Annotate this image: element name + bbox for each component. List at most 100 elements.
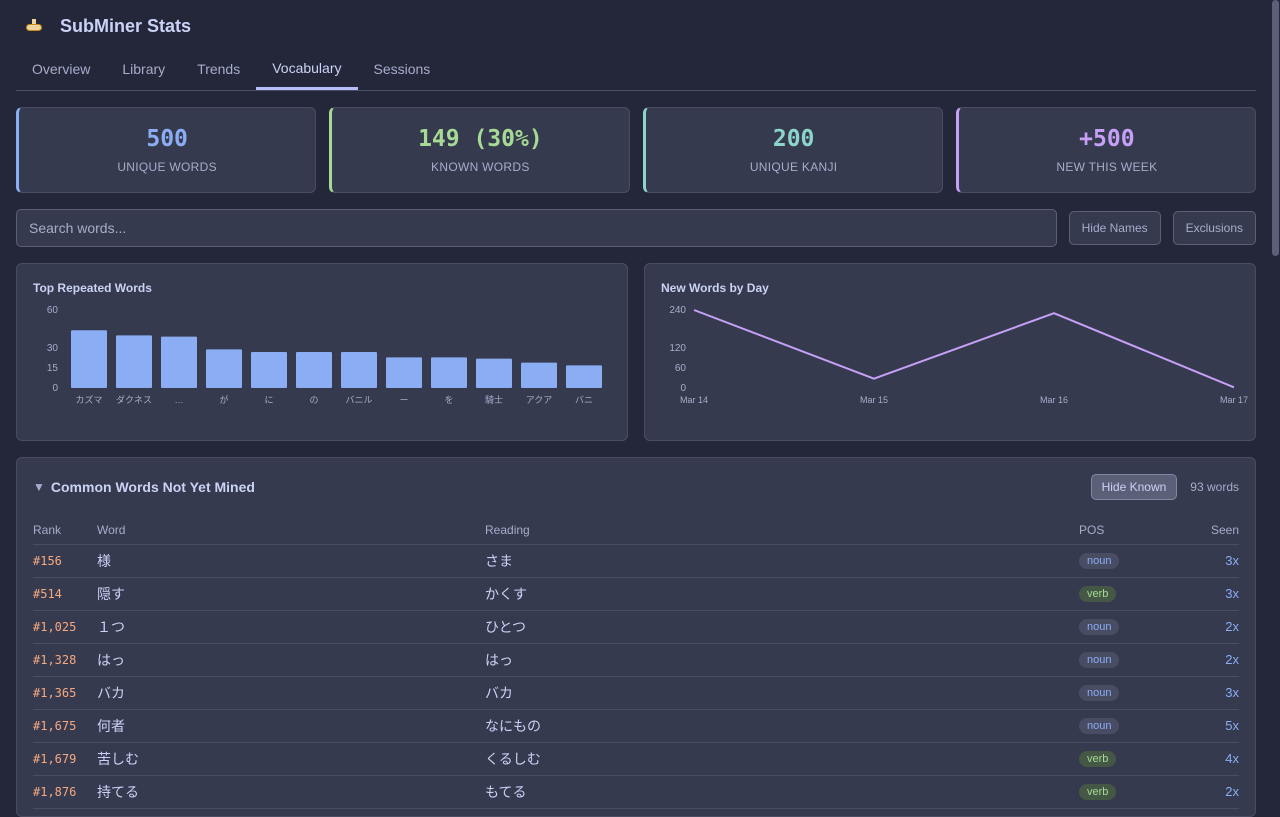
pos-badge: noun bbox=[1079, 619, 1120, 635]
pos-badge: verb bbox=[1079, 784, 1117, 800]
new-words-by-day-chart: New Words by Day 0 60 120 240 Mar 14 Mar 15 Ma… bbox=[644, 263, 1256, 441]
x-tick-label: ダクネス bbox=[116, 394, 152, 405]
table-row[interactable]: #1,675 何者 なにもの noun 5x bbox=[33, 709, 1239, 743]
pos-cell: verb bbox=[1079, 775, 1179, 809]
table-row[interactable]: #1,328 はっ はっ noun 2x bbox=[33, 643, 1239, 677]
y-tick-label: 120 bbox=[669, 343, 686, 354]
reading-cell: もてる bbox=[485, 775, 1079, 809]
pos-badge: verb bbox=[1079, 751, 1117, 767]
tab-library[interactable]: Library bbox=[122, 61, 166, 77]
y-tick-label: 60 bbox=[675, 363, 687, 374]
stat-value: +500 bbox=[1079, 126, 1135, 152]
tab-sessions[interactable]: Sessions bbox=[373, 61, 431, 77]
word-cell: バカ bbox=[97, 676, 485, 710]
x-tick-label: Mar 16 bbox=[1040, 395, 1068, 405]
scrollbar-thumb[interactable] bbox=[1272, 0, 1279, 256]
stat-label: UNIQUE WORDS bbox=[117, 160, 217, 174]
column-header: Rank bbox=[33, 516, 97, 545]
top-repeated-words-chart: Top Repeated Words 0 15 30 60 カズマ ダクネス … が に の バニル… bbox=[16, 263, 628, 441]
word-cell: 苦しむ bbox=[97, 742, 485, 776]
panel-title[interactable]: Common Words Not Yet Mined bbox=[50, 479, 255, 495]
scrollbar[interactable] bbox=[1270, 0, 1280, 800]
word-cell: 様 bbox=[97, 544, 485, 578]
column-header: Reading bbox=[485, 516, 1079, 545]
table-row[interactable]: #156 様さま noun 3x bbox=[33, 544, 1239, 578]
table-row[interactable]: #1,679 苦しむ くるしむ verb 4x bbox=[33, 742, 1239, 776]
bar bbox=[386, 357, 422, 388]
stat-cards: 500 UNIQUE WORDS 149 (30%) KNOWN WORDS 200 UN… bbox=[16, 107, 1256, 193]
chart-title: Top Repeated Words bbox=[33, 281, 152, 295]
app-header: SubMiner Stats bbox=[16, 0, 1256, 52]
word-cell: 持てる bbox=[97, 775, 485, 809]
table-row[interactable]: #1,365 バカ バカ noun 3x bbox=[33, 676, 1239, 710]
search-input[interactable] bbox=[16, 209, 1057, 247]
x-tick-label: Mar 14 bbox=[680, 395, 708, 405]
table-row[interactable]: #1,025 １つ ひとつ noun 2x bbox=[33, 610, 1239, 644]
y-tick-label: 60 bbox=[47, 305, 59, 316]
stat-value: 500 bbox=[146, 126, 188, 152]
bar bbox=[341, 352, 377, 388]
column-header: Seen bbox=[1179, 516, 1239, 545]
reading-cell: ひとつ bbox=[485, 610, 1079, 644]
pos-cell: noun bbox=[1079, 709, 1179, 743]
seen-cell: 2x bbox=[1179, 643, 1239, 677]
words-table: Rank Word Reading POS Seen #156 様さま noun 3x #514… bbox=[33, 516, 1239, 809]
collapse-triangle-icon[interactable]: ▼ bbox=[33, 480, 45, 494]
pos-badge: noun bbox=[1079, 718, 1120, 734]
y-tick-label: 15 bbox=[47, 363, 59, 374]
tab-vocabulary[interactable]: Vocabulary bbox=[256, 52, 358, 90]
bar bbox=[116, 335, 152, 388]
bar bbox=[161, 336, 197, 388]
rank-cell: #1,025 bbox=[33, 610, 97, 644]
chart-title: New Words by Day bbox=[661, 281, 769, 295]
x-tick-label: に bbox=[264, 395, 273, 405]
nav-tabs: Overview Library Trends Vocabulary Sessions bbox=[16, 52, 1256, 91]
y-tick-label: 0 bbox=[52, 383, 58, 394]
bar bbox=[566, 365, 602, 388]
word-cell: １つ bbox=[97, 610, 485, 644]
table-row[interactable]: #1,876 持てる もてる verb 2x bbox=[33, 775, 1239, 809]
seen-cell: 3x bbox=[1179, 676, 1239, 710]
stat-card: 500 UNIQUE WORDS bbox=[16, 107, 317, 193]
table-row[interactable]: #514 隠す かくす verb 3x bbox=[33, 577, 1239, 611]
hide-names-button[interactable]: Hide Names bbox=[1068, 211, 1161, 245]
stat-label: KNOWN WORDS bbox=[431, 160, 530, 174]
x-tick-label: … bbox=[175, 395, 184, 405]
seen-cell: 3x bbox=[1179, 577, 1239, 611]
tab-trends[interactable]: Trends bbox=[197, 61, 241, 77]
series-line bbox=[693, 309, 1235, 389]
x-tick-label: の bbox=[309, 395, 318, 405]
x-tick-label: カズマ bbox=[75, 394, 102, 405]
hide-known-button[interactable]: Hide Known bbox=[1090, 474, 1178, 500]
pos-cell: noun bbox=[1079, 643, 1179, 677]
tab-overview[interactable]: Overview bbox=[32, 61, 91, 77]
seen-cell: 3x bbox=[1179, 544, 1239, 578]
rank-cell: #514 bbox=[33, 577, 97, 611]
x-tick-label: ー bbox=[399, 395, 408, 405]
x-tick-label: 騎士 bbox=[485, 394, 503, 405]
stat-value: 149 (30%) bbox=[418, 126, 543, 152]
stat-card: 200 UNIQUE KANJI bbox=[642, 107, 943, 193]
pos-cell: noun bbox=[1079, 676, 1179, 710]
rank-cell: #1,876 bbox=[33, 775, 97, 809]
stat-label: NEW THIS WEEK bbox=[1056, 160, 1158, 174]
word-cell: はっ bbox=[97, 643, 485, 677]
reading-cell: さま bbox=[485, 544, 1079, 578]
app-title: SubMiner Stats bbox=[60, 15, 192, 36]
not-yet-mined-panel: ▼ Common Words Not Yet Mined Hide Known … bbox=[16, 457, 1256, 817]
x-tick-label: Mar 15 bbox=[860, 395, 888, 405]
reading-cell: なにもの bbox=[485, 709, 1079, 743]
word-cell: 何者 bbox=[97, 709, 485, 743]
exclusions-button[interactable]: Exclusions bbox=[1172, 211, 1256, 245]
pos-badge: noun bbox=[1079, 685, 1120, 701]
x-tick-label: Mar 17 bbox=[1220, 395, 1248, 405]
pos-cell: verb bbox=[1079, 577, 1179, 611]
seen-cell: 4x bbox=[1179, 742, 1239, 776]
stat-label: UNIQUE KANJI bbox=[749, 160, 838, 174]
x-tick-label: を bbox=[444, 395, 453, 405]
rank-cell: #1,328 bbox=[33, 643, 97, 677]
rank-cell: #156 bbox=[33, 544, 97, 578]
pos-badge: noun bbox=[1079, 553, 1120, 569]
column-header: POS bbox=[1079, 516, 1179, 545]
bar bbox=[251, 352, 287, 388]
